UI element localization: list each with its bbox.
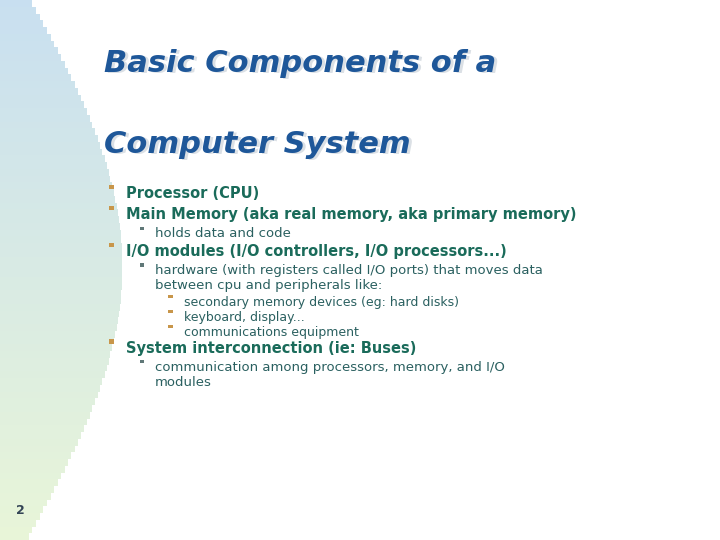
Text: communication among processors, memory, and I/O: communication among processors, memory, … bbox=[155, 361, 505, 374]
Bar bbox=[0, 87, 78, 94]
Bar bbox=[0, 74, 71, 81]
Bar bbox=[0, 399, 95, 405]
Bar bbox=[0, 249, 122, 256]
Bar bbox=[0, 453, 71, 459]
Text: I/O modules (I/O controllers, I/O processors...): I/O modules (I/O controllers, I/O proces… bbox=[126, 244, 507, 259]
Bar bbox=[0, 148, 102, 156]
Bar bbox=[0, 291, 121, 297]
Text: Computer System: Computer System bbox=[107, 131, 413, 160]
Text: holds data and code: holds data and code bbox=[155, 227, 291, 240]
Bar bbox=[0, 486, 54, 492]
Bar bbox=[0, 156, 104, 162]
Bar bbox=[0, 14, 40, 20]
Bar bbox=[0, 310, 119, 317]
Bar bbox=[0, 20, 43, 27]
Bar bbox=[0, 345, 112, 351]
Bar bbox=[0, 324, 117, 330]
Bar bbox=[0, 60, 65, 68]
Bar bbox=[0, 102, 84, 108]
Bar bbox=[0, 465, 65, 472]
Bar bbox=[0, 526, 32, 534]
Bar bbox=[0, 534, 29, 540]
Bar bbox=[0, 135, 97, 141]
Bar bbox=[0, 438, 78, 445]
Text: Computer System: Computer System bbox=[104, 130, 411, 159]
Text: keyboard, display...: keyboard, display... bbox=[184, 310, 305, 323]
Bar bbox=[0, 81, 75, 87]
Bar bbox=[0, 237, 121, 243]
Bar bbox=[0, 189, 114, 195]
Bar bbox=[0, 256, 122, 263]
Bar bbox=[0, 276, 122, 284]
Bar bbox=[0, 507, 43, 513]
Bar bbox=[0, 519, 36, 526]
Text: Processor (CPU): Processor (CPU) bbox=[126, 186, 259, 201]
Bar bbox=[0, 168, 109, 176]
Bar bbox=[0, 364, 107, 372]
Bar bbox=[0, 392, 97, 399]
Bar bbox=[0, 209, 118, 216]
Text: Basic Components of a: Basic Components of a bbox=[104, 49, 497, 78]
Bar bbox=[0, 317, 118, 324]
Bar bbox=[0, 372, 104, 378]
Bar bbox=[0, 230, 121, 237]
Bar bbox=[0, 432, 81, 438]
Bar bbox=[0, 33, 50, 40]
Bar bbox=[0, 384, 100, 391]
Bar bbox=[0, 492, 50, 500]
Bar bbox=[0, 330, 115, 338]
Bar bbox=[0, 243, 122, 249]
Bar bbox=[0, 27, 47, 33]
Bar bbox=[0, 263, 122, 270]
Bar bbox=[0, 284, 122, 291]
Text: Main Memory (aka real memory, aka primary memory): Main Memory (aka real memory, aka primar… bbox=[126, 207, 577, 222]
Bar bbox=[0, 500, 47, 507]
Bar bbox=[0, 202, 117, 209]
Bar bbox=[0, 446, 75, 453]
Bar bbox=[0, 68, 68, 74]
Text: modules: modules bbox=[155, 376, 212, 389]
Text: Basic Components of a: Basic Components of a bbox=[107, 50, 499, 79]
Bar bbox=[0, 297, 121, 303]
Bar bbox=[0, 351, 110, 357]
Bar bbox=[0, 122, 92, 128]
Bar bbox=[0, 94, 81, 102]
Bar bbox=[0, 176, 110, 183]
Bar bbox=[0, 480, 58, 486]
Bar bbox=[0, 216, 119, 222]
Bar bbox=[0, 357, 109, 364]
Text: System interconnection (ie: Buses): System interconnection (ie: Buses) bbox=[126, 341, 416, 356]
Text: secondary memory devices (eg: hard disks): secondary memory devices (eg: hard disks… bbox=[184, 295, 459, 308]
Bar bbox=[0, 472, 61, 480]
Bar bbox=[0, 162, 107, 168]
Bar bbox=[0, 303, 120, 310]
Bar bbox=[0, 418, 86, 426]
Text: between cpu and peripherals like:: between cpu and peripherals like: bbox=[155, 279, 382, 292]
Bar bbox=[0, 40, 54, 47]
Bar bbox=[0, 6, 36, 14]
Text: 2: 2 bbox=[16, 504, 24, 517]
Bar bbox=[0, 128, 95, 135]
Text: communications equipment: communications equipment bbox=[184, 326, 359, 339]
Bar bbox=[0, 426, 84, 432]
Bar bbox=[0, 0, 32, 6]
Bar bbox=[0, 115, 89, 122]
Bar bbox=[0, 183, 112, 189]
Bar bbox=[0, 222, 120, 230]
Bar bbox=[0, 195, 115, 202]
Bar bbox=[0, 108, 86, 115]
Bar bbox=[0, 378, 102, 384]
Bar bbox=[0, 270, 122, 276]
Bar bbox=[0, 411, 89, 418]
Bar bbox=[0, 54, 61, 60]
Bar bbox=[0, 513, 40, 519]
Bar bbox=[0, 338, 114, 345]
Bar bbox=[0, 459, 68, 465]
Bar bbox=[0, 141, 100, 149]
Bar bbox=[0, 47, 58, 54]
Bar bbox=[0, 405, 92, 411]
Text: hardware (with registers called I/O ports) that moves data: hardware (with registers called I/O port… bbox=[155, 265, 543, 278]
